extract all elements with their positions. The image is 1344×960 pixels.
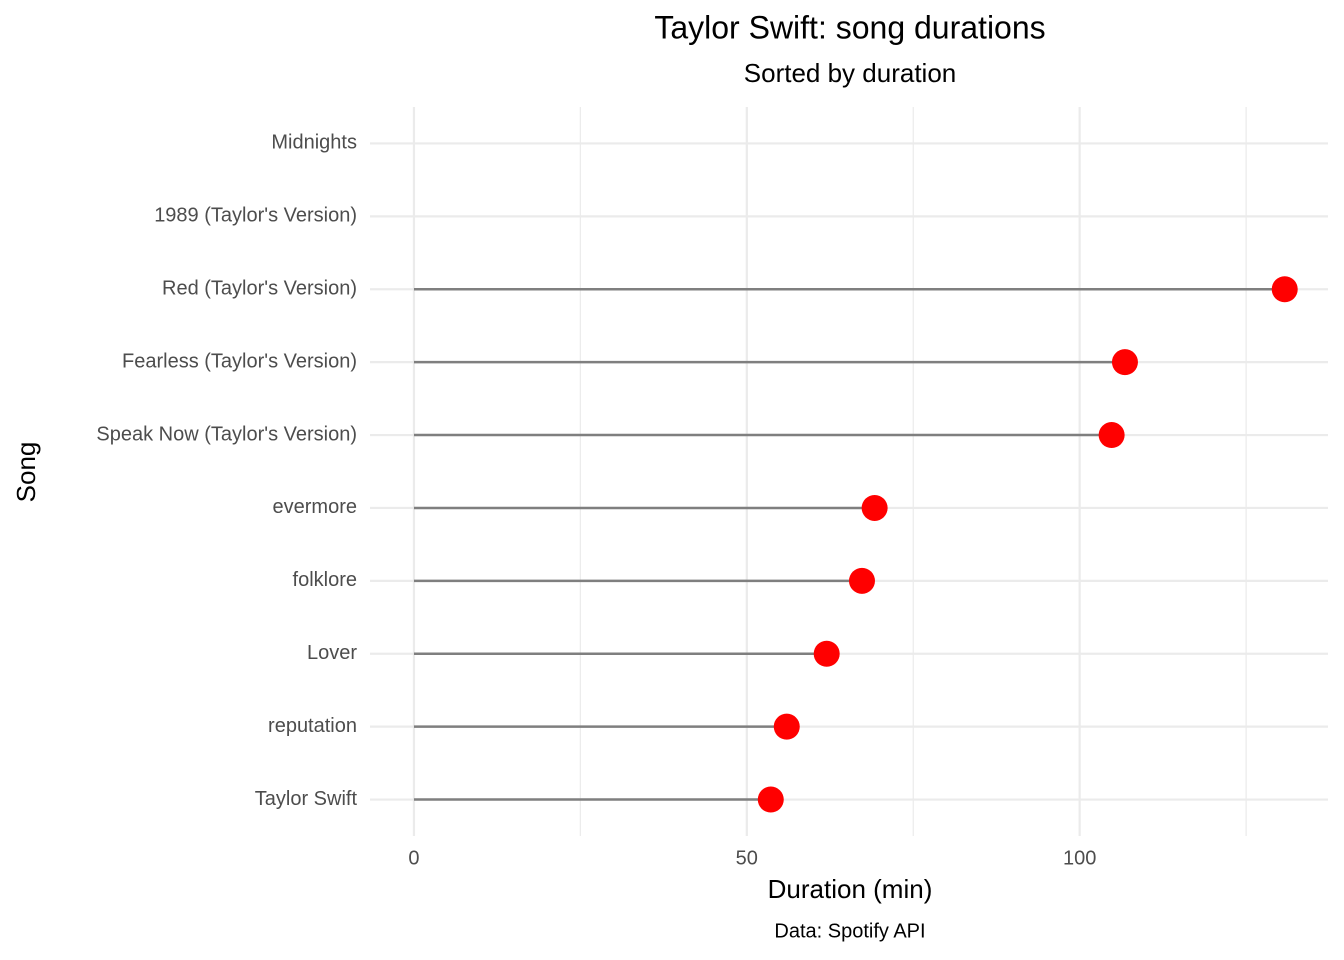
y-tick-label: Speak Now (Taylor's Version) [96,423,357,445]
point [1111,349,1138,376]
x-tick-label: 50 [736,847,758,869]
y-axis-label: Song [11,442,41,503]
x-tick-label: 100 [1063,847,1096,869]
caption: Data: Spotify API [774,920,925,942]
x-axis-label: Duration (min) [768,874,933,904]
point [773,713,800,740]
point [1271,276,1298,303]
y-tick-label: Midnights [271,132,357,154]
y-tick-label: Lover [307,642,357,664]
y-tick-label: folklore [293,569,357,591]
point [813,640,840,667]
y-tick-label: Taylor Swift [255,788,358,810]
y-tick-label: evermore [273,496,357,518]
point [848,567,875,594]
y-tick-label: reputation [268,715,357,737]
y-tick-label: Fearless (Taylor's Version) [122,350,357,372]
point [1098,422,1125,449]
point [861,494,888,521]
point [757,786,784,813]
y-tick-label: Red (Taylor's Version) [162,278,357,300]
chart-title: Taylor Swift: song durations [654,9,1045,45]
y-tick-label: 1989 (Taylor's Version) [154,205,357,227]
chart-subtitle: Sorted by duration [744,58,956,88]
x-tick-label: 0 [408,847,419,869]
